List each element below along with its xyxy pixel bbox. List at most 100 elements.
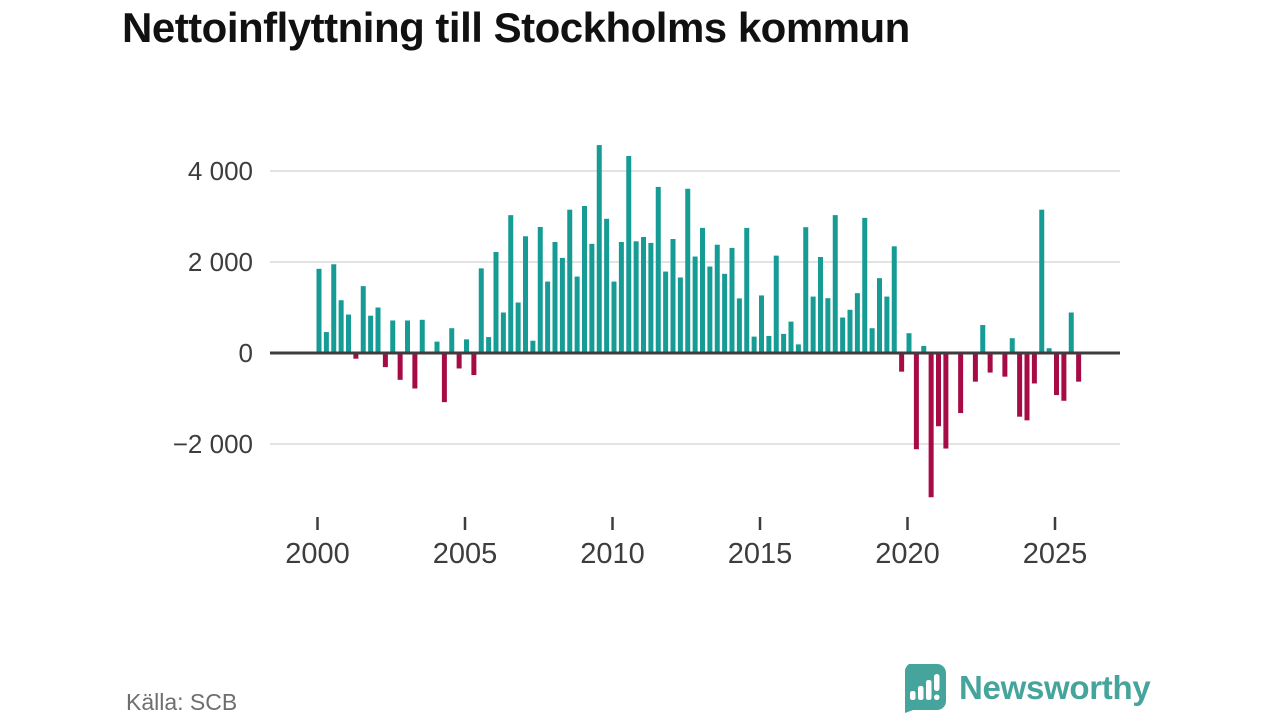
bar-2011-q3 <box>655 186 661 353</box>
y-tick-label-4000: 4 000 <box>187 156 253 186</box>
bar-2007-q2 <box>530 340 536 353</box>
bar-2002-q1 <box>375 307 381 353</box>
bar-2015-q4 <box>781 333 787 353</box>
bar-2000-q2 <box>323 332 329 353</box>
bar-2009-q3 <box>596 145 602 353</box>
bar-2009-q4 <box>604 218 610 353</box>
bar-2001-q4 <box>368 315 374 353</box>
bar-2022-q2 <box>972 353 978 382</box>
bar-2016-q1 <box>788 321 794 353</box>
newsworthy-brand: Newsworthy <box>899 663 1151 713</box>
bar-2007-q1 <box>523 236 528 353</box>
bar-2020-q4 <box>928 353 934 498</box>
x-tick-label-2015: 2015 <box>727 538 793 570</box>
bar-2002-q4 <box>397 353 403 380</box>
bar-2012-q2 <box>677 277 683 353</box>
bar-2016-q4 <box>810 296 816 353</box>
chart-title: Nettoinflyttning till Stockholms kommun <box>122 4 910 51</box>
bar-2021-q2 <box>943 353 949 449</box>
bar-2014-q2 <box>736 298 742 353</box>
bar-2019-q2 <box>884 296 890 353</box>
bar-2004-q2 <box>441 353 447 403</box>
bar-2019-q3 <box>891 246 897 353</box>
x-tick-label-2005: 2005 <box>432 538 498 570</box>
bar-2004-q3 <box>449 328 455 353</box>
bar-2022-q4 <box>987 353 993 373</box>
bar-2012-q3 <box>685 188 691 353</box>
bar-2014-q3 <box>744 227 750 354</box>
bar-2018-q1 <box>847 309 853 353</box>
bar-2019-q1 <box>877 278 882 353</box>
bar-2017-q4 <box>840 317 846 353</box>
bar-2021-q4 <box>958 353 964 414</box>
bar-2001-q3 <box>360 286 366 354</box>
bar-2003-q1 <box>405 320 410 353</box>
newsworthy-logo-icon <box>904 664 946 713</box>
bar-2013-q4 <box>722 273 728 353</box>
bar-2023-q2 <box>1002 353 1008 377</box>
bar-2017-q2 <box>825 298 831 353</box>
bar-2006-q2 <box>500 312 506 353</box>
bar-2011-q2 <box>648 242 654 353</box>
bar-2004-q1 <box>434 341 440 354</box>
bar-2018-q2 <box>854 293 860 353</box>
y-tick-label--2000: −2 000 <box>172 429 253 459</box>
bar-2025-q2 <box>1061 353 1067 401</box>
bar-2005-q3 <box>478 268 484 353</box>
bar-2010-q1 <box>611 281 617 353</box>
bar-2022-q3 <box>980 325 986 353</box>
bar-2024-q2 <box>1031 353 1037 384</box>
bar-2007-q3 <box>537 226 543 353</box>
bar-2012-q1 <box>670 239 676 353</box>
x-tick-label-2025: 2025 <box>1022 538 1088 570</box>
bar-2008-q2 <box>559 257 565 353</box>
bar-2024-q4 <box>1046 348 1052 353</box>
bar-2010-q3 <box>626 155 632 353</box>
bar-2020-q1 <box>906 333 912 353</box>
y-tick-label-2000: 2 000 <box>187 247 253 277</box>
bar-2008-q3 <box>567 209 573 353</box>
bar-2000-q3 <box>331 264 337 353</box>
bar-2021-q1 <box>936 353 941 427</box>
bar-2008-q4 <box>574 276 580 353</box>
bar-2011-q1 <box>641 236 646 353</box>
bar-2013-q2 <box>707 266 713 353</box>
bar-2017-q3 <box>832 215 838 353</box>
bar-2012-q4 <box>692 256 698 353</box>
bar-2015-q3 <box>773 255 779 353</box>
bar-2015-q1 <box>759 295 764 353</box>
bar-2014-q1 <box>729 247 735 353</box>
bar-2001-q2 <box>353 353 359 359</box>
bar-2025-q1 <box>1054 353 1059 396</box>
bar-2002-q3 <box>390 320 396 353</box>
bar-2003-q3 <box>419 319 425 353</box>
x-tick-label-2020: 2020 <box>875 538 940 570</box>
bar-2002-q2 <box>382 353 388 368</box>
bar-2003-q2 <box>412 353 418 389</box>
bar-2020-q2 <box>913 353 919 450</box>
bar-2004-q4 <box>456 353 462 369</box>
bar-2013-q1 <box>700 227 705 354</box>
bar-2023-q3 <box>1009 338 1015 353</box>
x-tick-label-2000: 2000 <box>285 538 350 570</box>
bar-2011-q4 <box>663 271 669 353</box>
brand-name: Newsworthy <box>959 669 1151 706</box>
bar-2006-q1 <box>493 251 499 353</box>
bar-2005-q2 <box>471 353 477 376</box>
bar-2006-q3 <box>508 215 514 353</box>
bar-2018-q3 <box>862 217 868 353</box>
bar-2010-q4 <box>633 241 639 353</box>
bar-2024-q3 <box>1039 209 1045 353</box>
bar-2000-q4 <box>338 300 344 353</box>
bar-2014-q4 <box>751 336 757 353</box>
bar-2000-q1 <box>316 268 322 353</box>
source-note: Källa: SCB <box>126 689 238 715</box>
bar-2009-q1 <box>582 206 587 353</box>
bar-2010-q2 <box>618 241 624 353</box>
bar-2016-q3 <box>803 227 809 353</box>
bar-2007-q4 <box>545 281 551 353</box>
bar-2015-q2 <box>766 335 772 353</box>
bar-2009-q2 <box>589 243 595 353</box>
